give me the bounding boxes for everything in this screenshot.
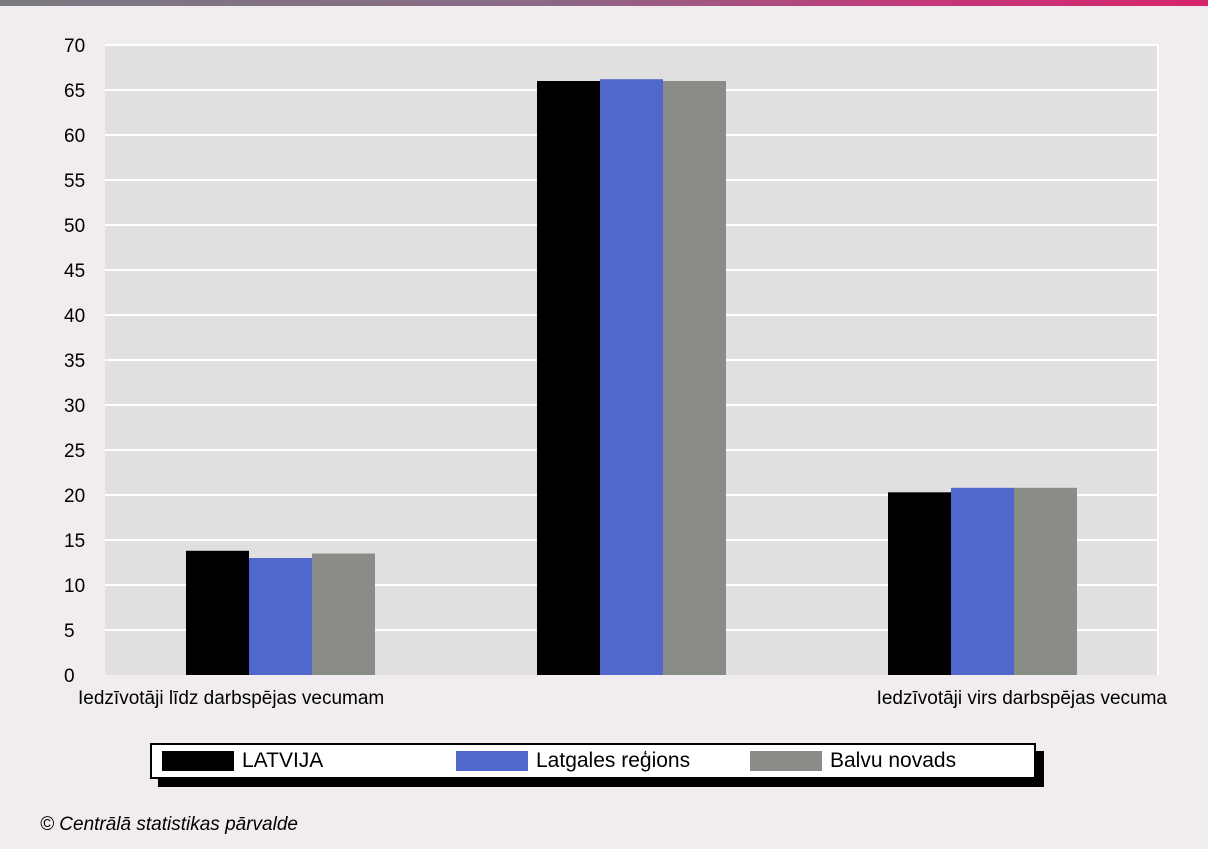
bar-0-1 [537,81,600,675]
source-credit: © Centrālā statistikas pārvalde [40,814,298,835]
y-tick-label: 70 [64,36,85,57]
y-tick-label: 45 [64,261,85,282]
y-tick-label: 25 [64,441,85,462]
bars [186,79,1077,675]
y-tick-label: 15 [64,531,85,552]
y-tick-label: 55 [64,171,85,192]
bar-1-1 [600,79,663,675]
y-tick-label: 0 [64,666,75,687]
legend-swatch [750,751,822,771]
y-axis-ticks: 0 5 10 15 20 25 30 35 40 45 50 55 60 65 70 [64,36,85,687]
bar-chart: 0 5 10 15 20 25 30 35 40 45 50 55 60 65 70 Iedzīvotāji… [64,36,1167,709]
legend-label: LATVIJA [242,749,324,772]
top-accent-bar [0,0,1208,6]
y-tick-label: 60 [64,126,85,147]
category-label: Iedzīvotāji virs darbspējas vecuma [877,688,1168,709]
y-tick-label: 5 [64,621,75,642]
legend-label: Balvu novads [830,749,957,772]
category-labels: Iedzīvotāji līdz darbspējas vecumam Iedzī… [78,688,1167,709]
y-tick-label: 65 [64,81,85,102]
bar-2-2 [1014,487,1077,675]
legend-swatch [162,751,234,771]
y-tick-label: 35 [64,351,85,372]
legend: LATVIJA Latgales reģions Balvu novads [150,743,1036,779]
y-tick-label: 10 [64,576,85,597]
bar-0-0 [186,550,249,675]
bar-0-2 [888,492,951,675]
bar-1-2 [951,487,1014,675]
legend-item: LATVIJA [162,745,323,777]
bar-2-1 [663,81,726,675]
legend-swatch [456,751,528,771]
legend-item: Latgales reģions [456,745,690,777]
y-tick-label: 40 [64,306,85,327]
legend-item: Balvu novads [750,745,956,777]
y-tick-label: 50 [64,216,85,237]
legend-label: Latgales reģions [536,749,691,772]
y-tick-label: 20 [64,486,85,507]
y-tick-label: 30 [64,396,85,417]
category-label: Iedzīvotāji līdz darbspējas vecumam [78,688,384,709]
bar-1-0 [249,558,312,675]
bar-2-0 [312,553,375,675]
